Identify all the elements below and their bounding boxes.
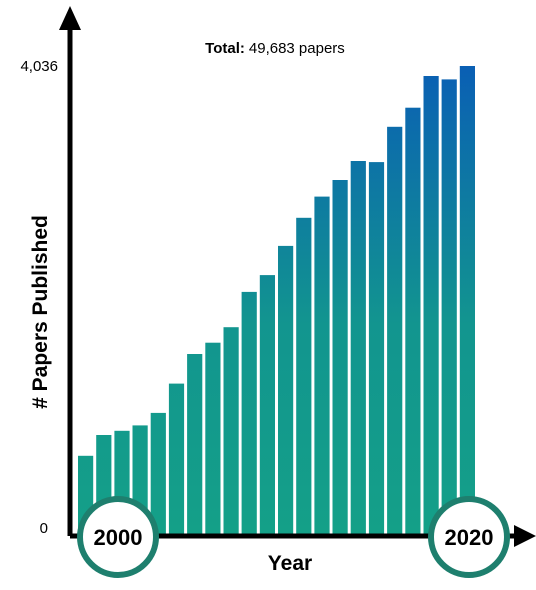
total-annotation: Total: 49,683 papers [205,40,345,57]
bars [78,66,475,537]
y-axis-arrow-icon [59,6,81,30]
bar-21 [459,66,475,536]
x-axis-arrow-icon [514,525,536,547]
bar-16 [368,162,385,536]
y-tick-label-max: 4,036 [20,58,58,75]
bar-5 [168,383,185,536]
bar-17 [387,126,403,537]
bar-18 [405,107,421,536]
y-axis-label: # Papers Published [29,215,52,409]
bar-8 [223,327,239,536]
x-tick-2000-badge: 2000 [77,496,159,578]
bar-4 [150,412,166,536]
x-tick-2020-badge: 2020 [428,496,510,578]
bar-19 [423,76,439,536]
y-axis [59,6,81,536]
x-tick-label-2020: 2020 [445,525,494,550]
bar-11 [278,245,294,536]
bar-9 [241,291,257,536]
x-tick-label-2000: 2000 [94,525,143,550]
bar-13 [314,196,330,536]
bar-7 [205,342,221,536]
x-axis-label: Year [268,552,312,575]
bar-14 [332,180,348,536]
bar-20 [441,79,457,537]
bar-12 [296,217,312,537]
y-tick-label-zero: 0 [40,520,48,537]
bar-15 [350,161,366,536]
bar-6 [187,354,203,536]
bar-10 [259,275,275,536]
